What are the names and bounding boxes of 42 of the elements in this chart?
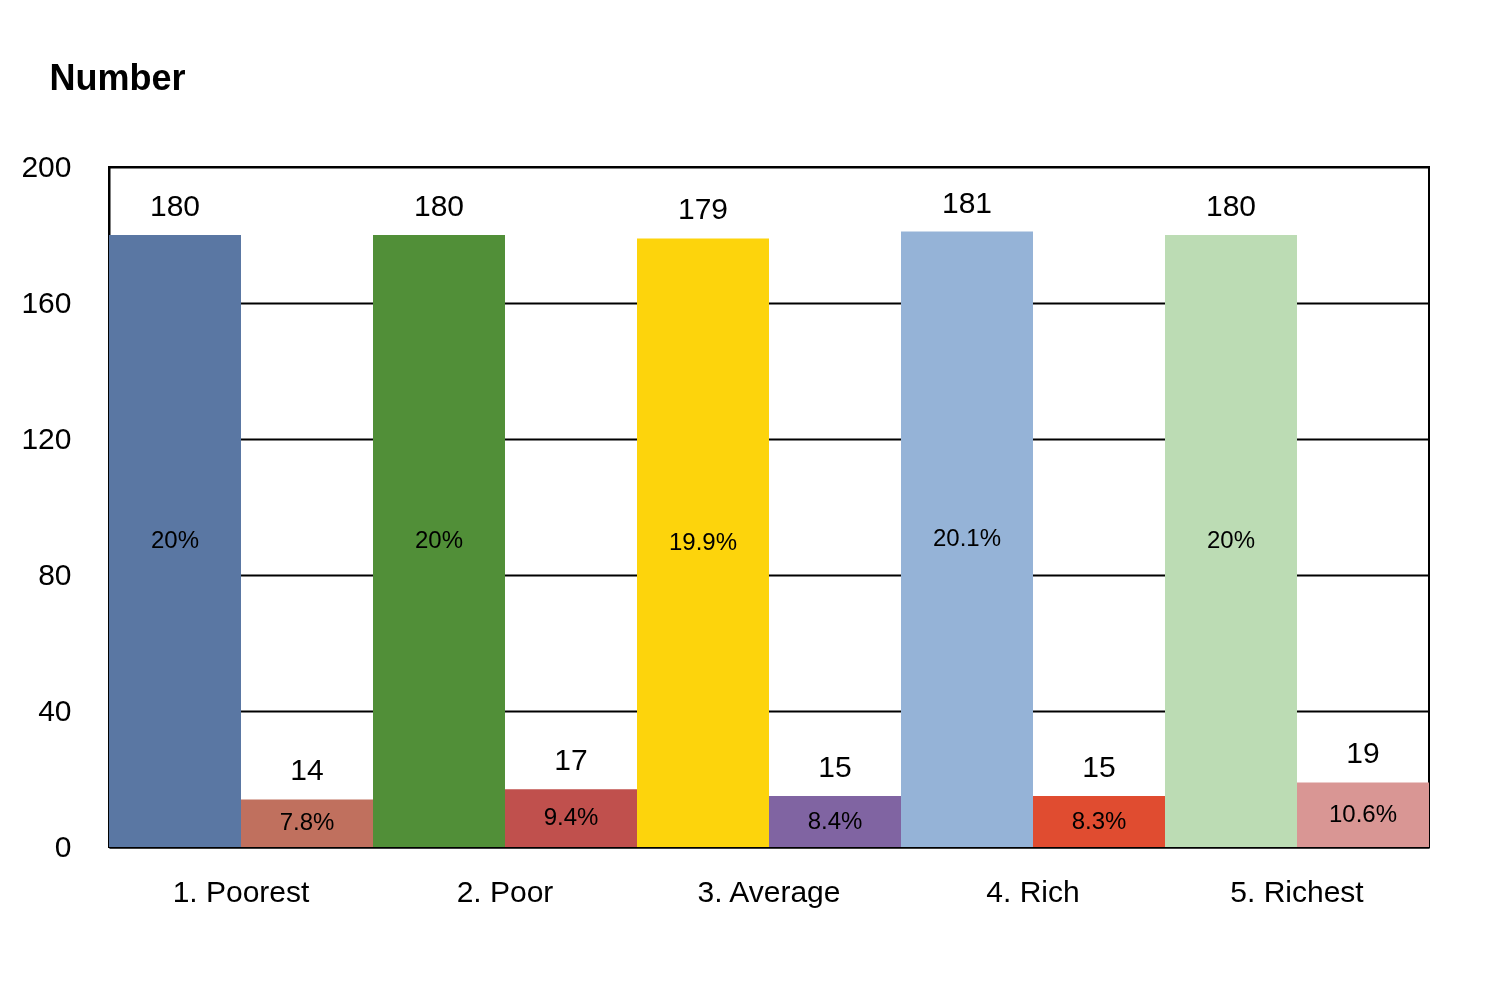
- bar: [373, 235, 505, 847]
- annotation: 9.4%: [543, 803, 599, 831]
- annotation: 20%: [414, 526, 464, 553]
- y-axis-title: Number: [49, 56, 186, 98]
- data-label: 179: [677, 192, 729, 226]
- data-label: 15: [818, 750, 852, 783]
- bar: [637, 238, 769, 847]
- annotation: 8.4%: [807, 806, 863, 834]
- x-tick-label: 4. Rich: [986, 874, 1080, 908]
- y-tick-label: 80: [38, 557, 72, 591]
- bar: [1165, 235, 1297, 847]
- data-label: 17: [554, 743, 588, 777]
- bar: [505, 789, 637, 847]
- bar: [109, 235, 241, 847]
- data-label: 180: [1205, 189, 1257, 222]
- annotation: 20.1%: [932, 524, 1002, 552]
- y-tick-label: 120: [21, 421, 72, 455]
- annotation: 20%: [1206, 526, 1256, 553]
- y-tick-label: 0: [54, 829, 72, 863]
- bar: [241, 799, 373, 847]
- x-tick-label: 3. Average: [697, 874, 841, 908]
- bar: [1297, 782, 1429, 847]
- data-label: 14: [290, 753, 324, 787]
- annotation: 10.6%: [1328, 799, 1398, 827]
- data-label: 15: [1082, 750, 1116, 783]
- bar: [769, 796, 901, 847]
- bar: [1033, 796, 1165, 847]
- bar: [901, 231, 1033, 847]
- data-label: 180: [149, 189, 201, 222]
- y-tick-label: 160: [21, 285, 72, 319]
- x-tick-label: 1. Poorest: [172, 874, 311, 908]
- annotation: 8.3%: [1071, 806, 1127, 834]
- y-tick-label: 40: [38, 693, 72, 727]
- x-tick-label: 2. Poor: [456, 874, 554, 908]
- data-label: 181: [941, 185, 993, 219]
- annotation: 19.9%: [668, 527, 738, 555]
- annotation: 7.8%: [279, 808, 335, 836]
- x-tick-label: 5. Richest: [1230, 874, 1365, 908]
- y-tick-label: 200: [21, 149, 72, 183]
- data-label: 180: [413, 189, 465, 222]
- data-label: 19: [1346, 736, 1380, 770]
- annotation: 20%: [150, 526, 200, 553]
